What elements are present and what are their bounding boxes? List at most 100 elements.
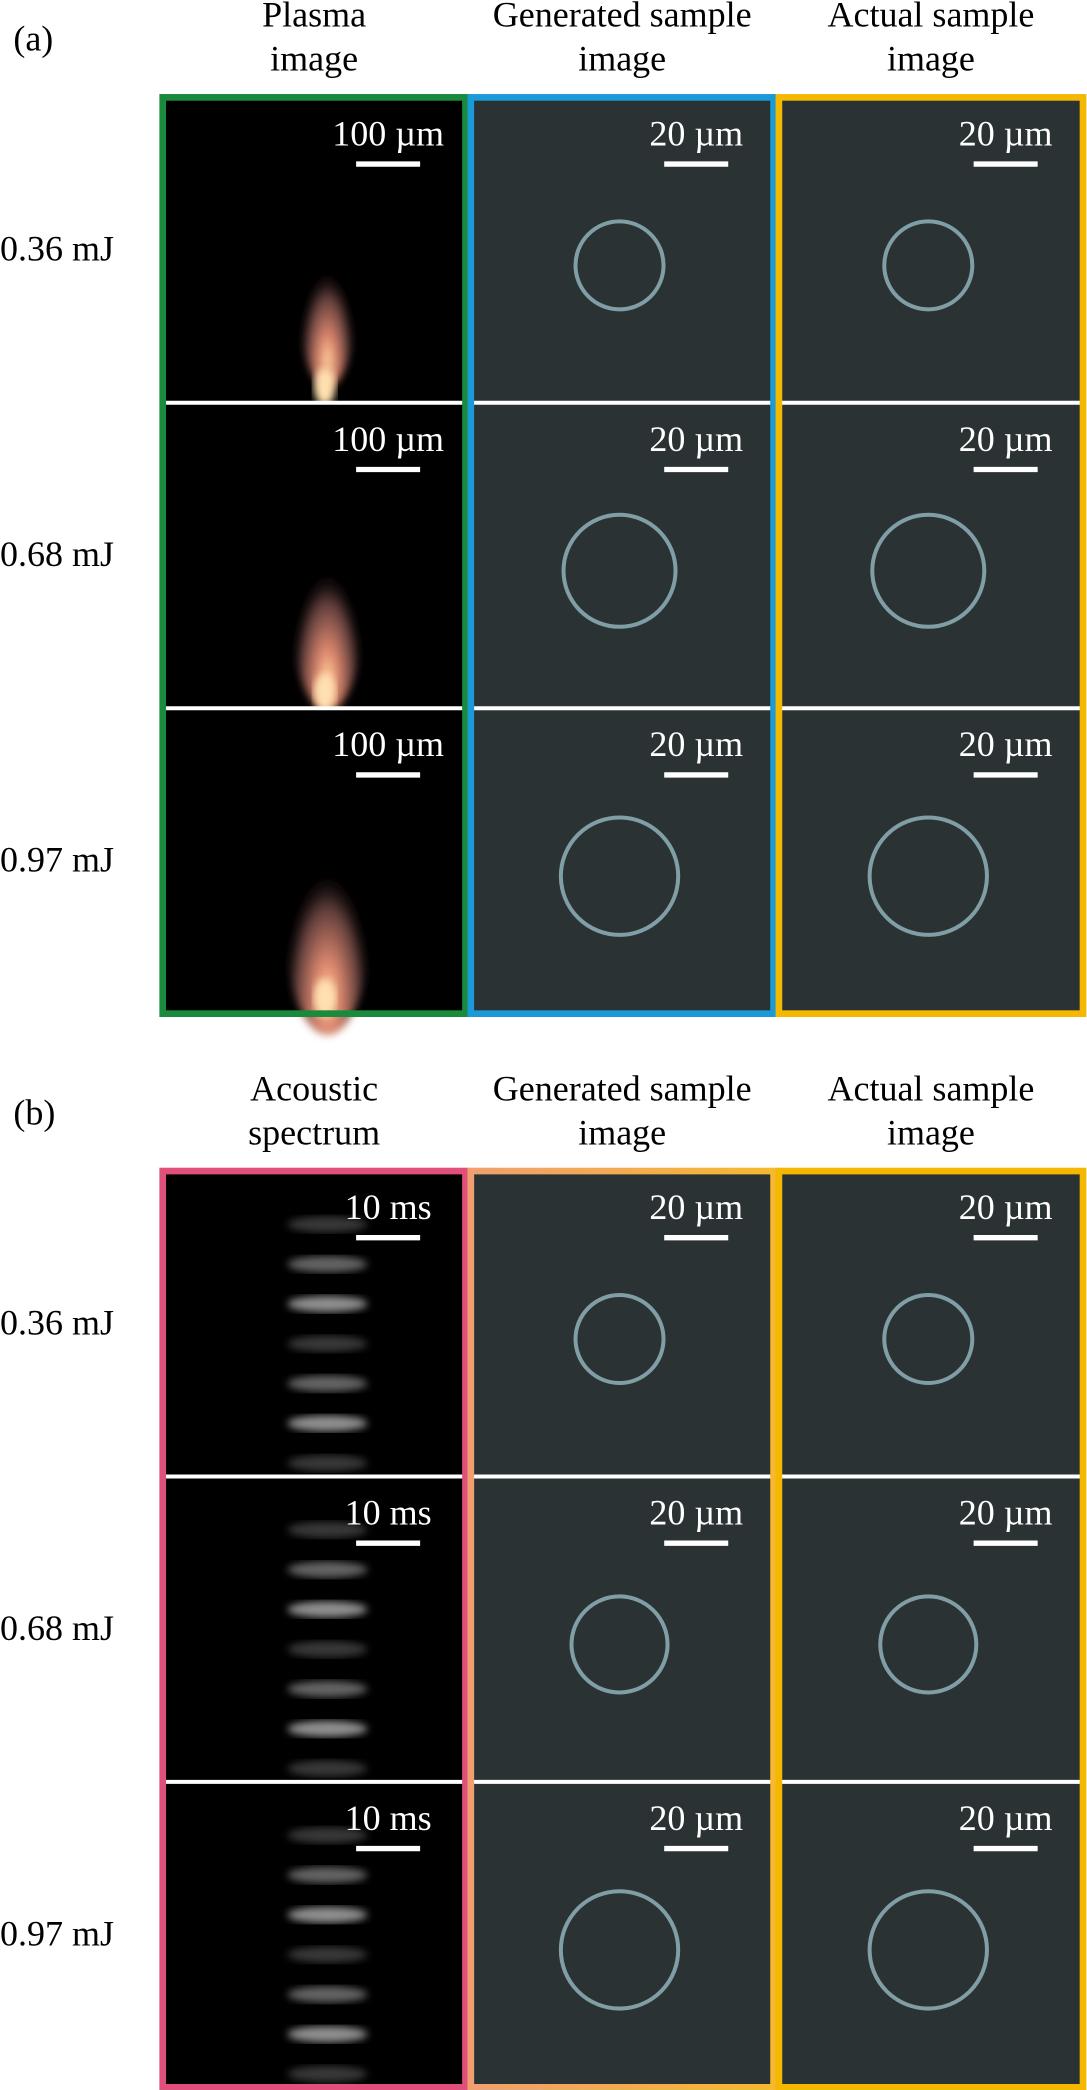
image-cell — [470, 1171, 774, 1477]
spectrum-band — [287, 2026, 368, 2043]
image-cell — [162, 1171, 466, 1477]
scale-bar-label: 20 µm — [649, 1492, 743, 1532]
spectrum-band — [287, 1375, 368, 1392]
image-background — [778, 1781, 1083, 2088]
scale-bar-label: 20 µm — [649, 1798, 743, 1838]
spectrum-band — [287, 1720, 368, 1737]
crater-ring — [573, 219, 666, 312]
column-frame — [159, 1167, 469, 2090]
image-cell — [162, 402, 466, 712]
spectrum-band — [287, 1521, 368, 1538]
panel-label: (b) — [13, 1092, 55, 1132]
image-background — [470, 97, 774, 403]
spectrum-band — [287, 1295, 368, 1312]
image-cell — [162, 1781, 466, 2088]
scale-bar-label: 20 µm — [959, 419, 1053, 459]
plasma-glow — [290, 491, 365, 712]
crater-ring — [870, 512, 987, 629]
image-background — [778, 97, 1083, 403]
scale-bar-label: 20 µm — [649, 724, 743, 764]
column-title: image — [270, 39, 358, 79]
scale-bar-label: 20 µm — [649, 419, 743, 459]
spectrum-band — [287, 1827, 368, 1844]
spectrum-band — [287, 1601, 368, 1618]
image-cell — [778, 1476, 1083, 1782]
column-title: Actual sample — [827, 0, 1034, 35]
crater-ring — [878, 1594, 979, 1695]
crater-ring — [558, 815, 681, 937]
crater-ring — [561, 512, 678, 629]
spectrum-band — [287, 2065, 368, 2082]
image-cell — [470, 1476, 774, 1782]
image-cell — [470, 97, 774, 403]
row-label: 0.36 mJ — [0, 1302, 114, 1342]
crater-ring — [569, 1594, 670, 1695]
scale-bar-label: 100 µm — [332, 113, 444, 153]
image-cell — [778, 708, 1083, 1014]
column-frame — [467, 1167, 777, 2090]
spectrum-band — [287, 1680, 368, 1697]
column-title: Generated sample — [493, 1068, 752, 1108]
image-background — [470, 708, 774, 1014]
image-cell — [470, 1781, 774, 2088]
plasma-core — [314, 978, 336, 1017]
plasma-glow — [298, 204, 357, 388]
column-title: Generated sample — [493, 0, 752, 35]
image-cell — [778, 402, 1083, 709]
column-title: image — [887, 1112, 975, 1152]
column-frame — [159, 94, 469, 1017]
spectrum-band — [287, 1906, 368, 1923]
crater-ring — [882, 1293, 975, 1386]
crater-ring — [573, 1293, 666, 1386]
crater-ring — [867, 815, 989, 937]
row-label: 0.97 mJ — [0, 840, 114, 880]
spectrum-band — [287, 1986, 368, 2003]
image-background — [778, 1476, 1083, 1782]
column-title: Plasma — [262, 0, 366, 35]
column-title: image — [578, 39, 666, 79]
image-cell — [470, 708, 774, 1014]
scale-bar-label: 20 µm — [959, 1798, 1053, 1838]
image-background — [778, 1171, 1083, 1477]
scale-bar-label: 20 µm — [959, 1187, 1053, 1227]
image-cell — [778, 1781, 1083, 2088]
image-background — [470, 1171, 774, 1477]
crater-ring — [882, 219, 975, 312]
image-background — [778, 708, 1083, 1014]
spectrum-band — [287, 1561, 368, 1578]
row-label: 0.36 mJ — [0, 229, 114, 269]
image-background — [470, 1781, 774, 2088]
crater-ring — [558, 1889, 681, 2011]
scale-bar-label: 10 ms — [345, 1187, 432, 1227]
spectrum-band — [287, 1256, 368, 1273]
image-cell — [470, 402, 774, 709]
scale-bar-label: 100 µm — [332, 419, 444, 459]
image-cell — [162, 97, 466, 406]
spectrum-band — [287, 1335, 368, 1352]
panel-label: (a) — [13, 19, 53, 59]
plasma-core — [314, 368, 336, 406]
row-label: 0.68 mJ — [0, 1608, 114, 1648]
scale-bar-label: 20 µm — [649, 1187, 743, 1227]
row-label: 0.97 mJ — [0, 1913, 114, 1953]
column-title: Acoustic — [250, 1068, 378, 1108]
scale-bar-label: 10 ms — [345, 1492, 432, 1532]
plasma-glow — [282, 778, 373, 1036]
column-frame — [775, 1167, 1087, 2090]
column-frame — [467, 94, 777, 1017]
column-title: image — [887, 39, 975, 79]
spectrum-band — [287, 1216, 368, 1233]
scale-bar-label: 10 ms — [345, 1798, 432, 1838]
spectrum-band — [287, 1867, 368, 1884]
scale-bar-label: 20 µm — [959, 1492, 1053, 1532]
column-title: image — [578, 1112, 666, 1152]
crater-ring — [867, 1889, 989, 2011]
image-cell — [162, 1476, 466, 1782]
row-label: 0.68 mJ — [0, 534, 114, 574]
column-title: spectrum — [248, 1112, 380, 1152]
spectrum-band — [287, 1946, 368, 1963]
spectrum-band — [287, 1641, 368, 1658]
image-background — [778, 402, 1083, 709]
scale-bar-label: 20 µm — [959, 724, 1053, 764]
